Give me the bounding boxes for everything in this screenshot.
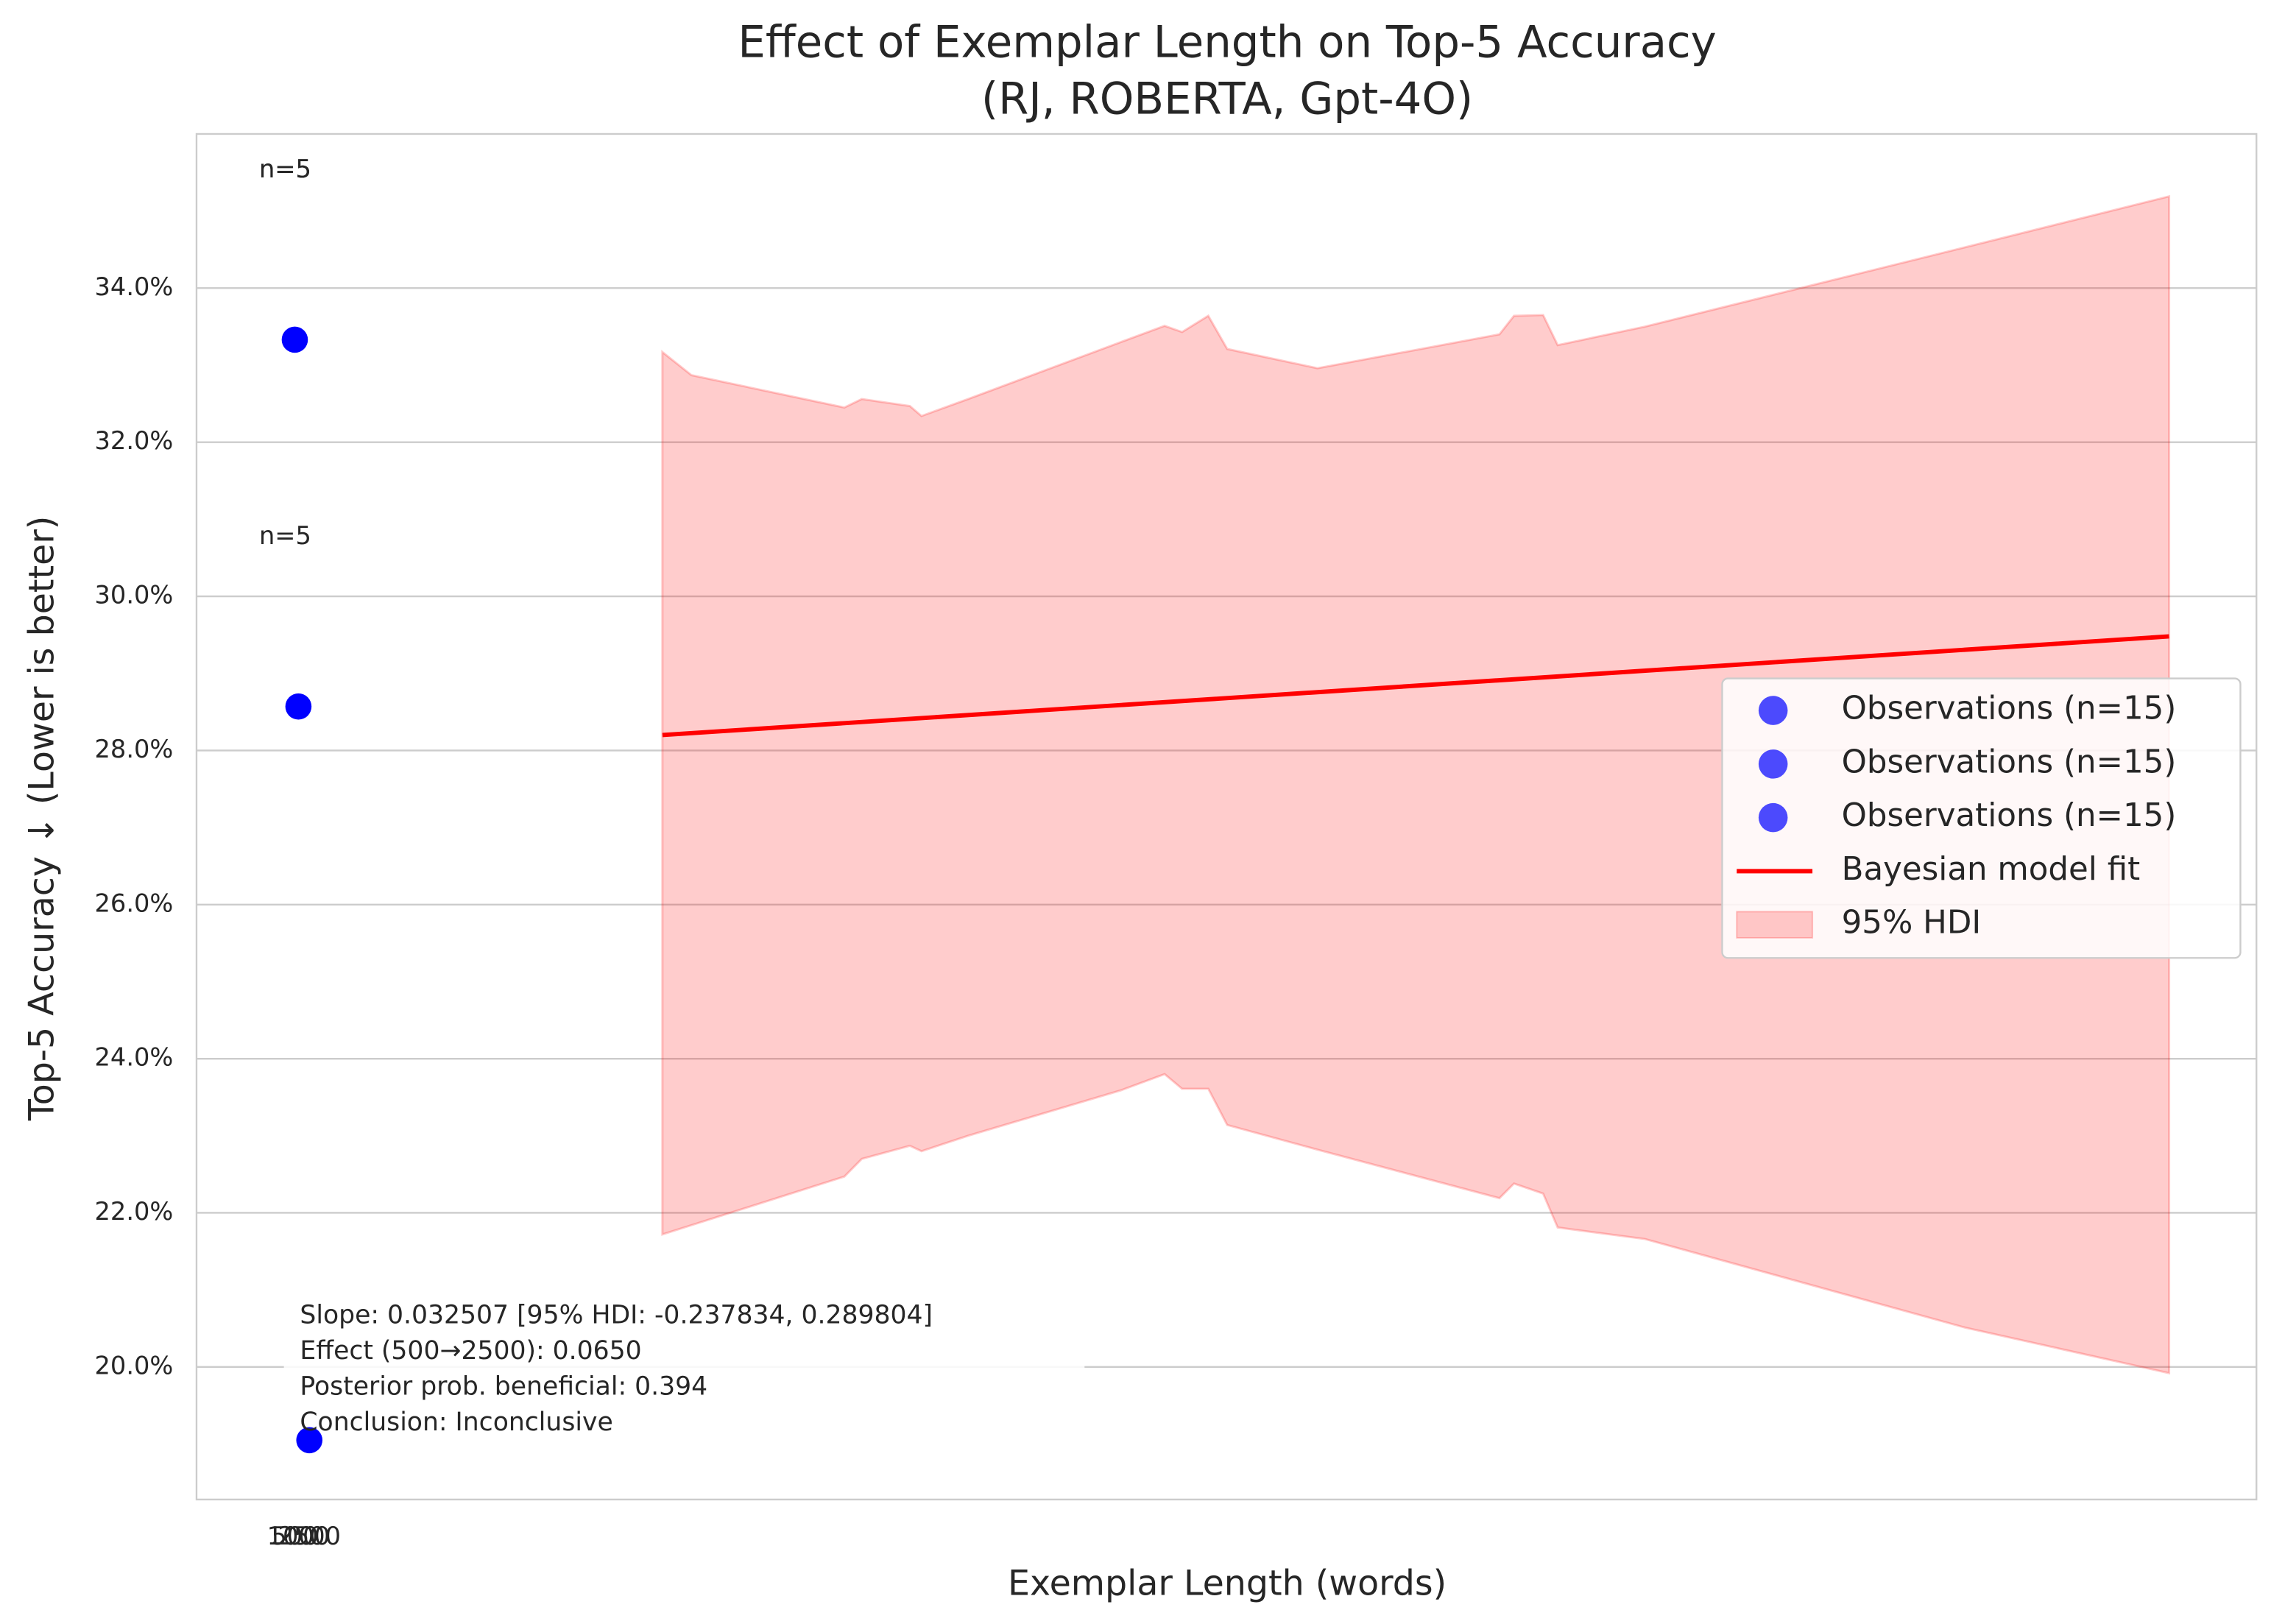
y-tick-label: 30.0% <box>95 581 174 610</box>
y-tick-label: 32.0% <box>95 426 174 455</box>
annotation: n=5 <box>259 155 311 183</box>
y-tick-label: 28.0% <box>95 735 174 763</box>
legend-label: Observations (n=15) <box>1842 691 2177 727</box>
y-tick-label: 34.0% <box>95 272 174 301</box>
x-tick-label: 2500 <box>278 1522 341 1550</box>
stats-text: Slope: 0.032507 [95% HDI: -0.237834, 0.2… <box>300 1301 933 1330</box>
legend-label: Bayesian model fit <box>1842 851 2141 888</box>
x-axis-label: Exemplar Length (words) <box>1008 1564 1447 1604</box>
y-tick-label: 24.0% <box>95 1043 174 1072</box>
data-point <box>285 693 312 720</box>
legend-marker <box>1758 749 1788 779</box>
legend-marker <box>1758 802 1788 833</box>
legend-label: Observations (n=15) <box>1842 744 2177 780</box>
stats-text: Posterior prob. beneficial: 0.394 <box>300 1372 707 1402</box>
y-axis-label: Top-5 Accuracy ↓ (Lower is better) <box>21 516 62 1122</box>
legend-label: Observations (n=15) <box>1842 797 2177 834</box>
x-tick-label: 1000 <box>267 1522 331 1550</box>
hdi-band <box>661 194 2171 1375</box>
data-point <box>281 326 308 353</box>
data-point <box>296 1427 323 1454</box>
chart-subtitle: (RJ, ROBERTA, Gpt-4O) <box>981 74 1473 124</box>
legend-box <box>1721 677 2242 959</box>
stats-text: Conclusion: Inconclusive <box>300 1408 612 1437</box>
fit-line <box>662 634 2169 738</box>
x-tick-label: 500 <box>271 1522 318 1550</box>
annotation: n=5 <box>259 521 311 550</box>
annotation: n=5 <box>259 155 311 183</box>
stats-box <box>283 1324 1085 1369</box>
y-tick-label: 22.0% <box>95 1197 174 1226</box>
legend-marker <box>1758 696 1788 725</box>
y-tick-label: 26.0% <box>95 889 174 917</box>
y-tick-label: 20.0% <box>95 1351 174 1380</box>
plot-frame <box>195 133 2258 1501</box>
legend-label: 95% HDI <box>1842 905 1982 942</box>
chart-title: Effect of Exemplar Length on Top-5 Accur… <box>738 16 1716 67</box>
stats-text: Effect (500→2500): 0.0650 <box>300 1336 641 1366</box>
legend-marker <box>1736 911 1814 939</box>
